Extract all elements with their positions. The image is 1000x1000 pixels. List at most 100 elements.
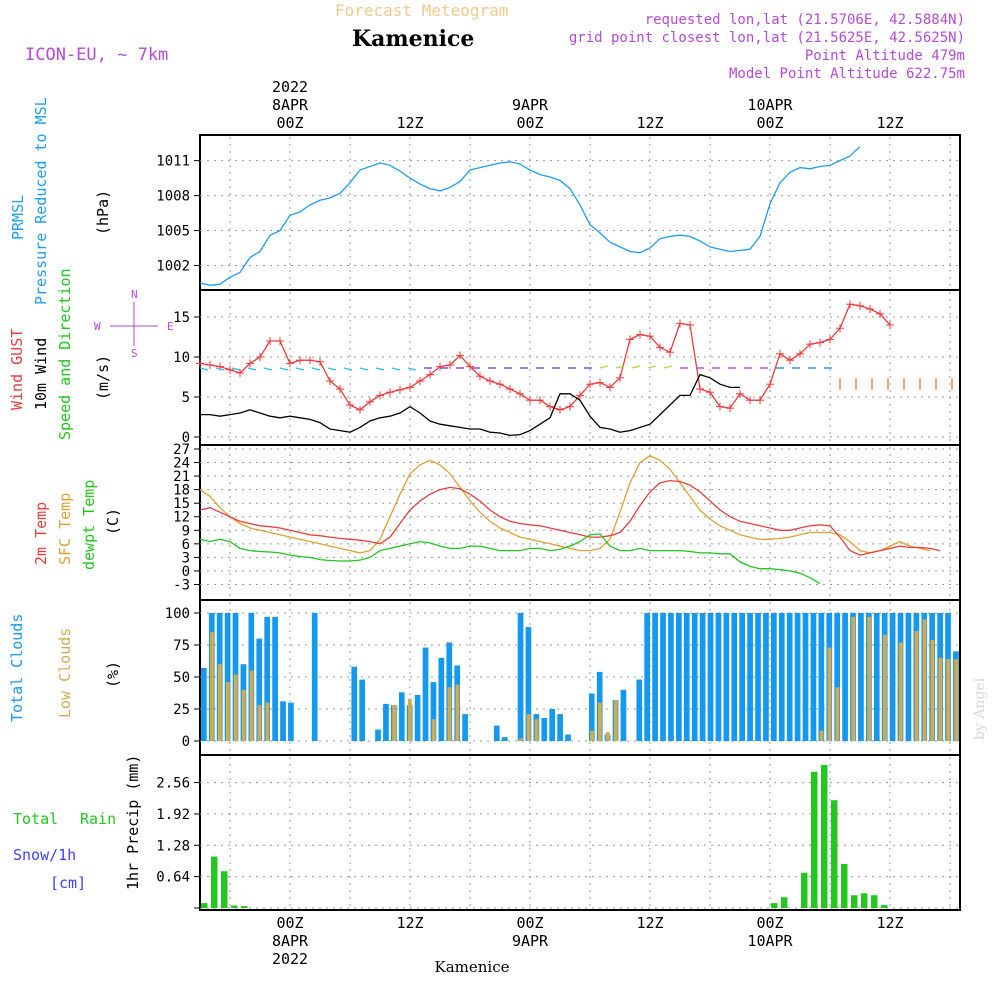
y-tick-label-clouds: 50 — [173, 670, 190, 686]
precip-bar — [801, 872, 808, 908]
gust-marker — [666, 348, 674, 357]
low-cloud-bar — [883, 634, 887, 741]
gust-marker — [856, 301, 864, 310]
low-cloud-bar — [225, 682, 230, 741]
y-tick-label-temperature: 15 — [173, 496, 190, 512]
low-cloud-bar — [819, 730, 824, 741]
gust-marker — [346, 401, 354, 409]
precip-bar — [241, 906, 248, 908]
gust-marker — [826, 335, 834, 344]
gust-marker — [756, 396, 764, 405]
gust-marker — [546, 402, 554, 411]
total-cloud-bar — [438, 657, 445, 741]
time-axis-label: 12Z — [396, 114, 423, 132]
tsfc-label: SFC Temp — [56, 493, 74, 565]
low-cloud-bar — [954, 659, 959, 741]
gust-marker — [316, 357, 324, 366]
low-cloud-bar — [408, 698, 412, 741]
low-cloud-bar — [605, 732, 610, 741]
low-cloud-bar — [851, 616, 856, 741]
dewpt-label: dewpt Temp — [80, 480, 98, 570]
gust-marker — [446, 361, 454, 369]
total-cloud-bar — [557, 714, 563, 741]
total-cloud-bar — [375, 729, 381, 741]
y-tick-label-pressure: 1005 — [156, 224, 190, 240]
time-axis-label: 8APR — [272, 96, 309, 114]
total-cloud-bar — [422, 647, 429, 741]
pressure-unit: (hPa) — [94, 190, 112, 235]
gust-marker — [696, 385, 704, 393]
low-cloud-bar — [455, 684, 460, 741]
total-cloud-bar — [280, 701, 286, 741]
precip-bar — [841, 863, 848, 908]
y-tick-label-temperature: 9 — [182, 523, 190, 539]
total-cloud-bar — [272, 616, 278, 741]
y-tick-label-temperature: 0 — [182, 564, 190, 580]
snow-unit-label: [cm] — [50, 874, 86, 892]
low-cloud-bar — [526, 714, 531, 741]
gust-marker — [506, 385, 514, 393]
total-cloud-bar — [747, 613, 753, 741]
gust-marker — [386, 388, 394, 397]
gust-marker — [726, 404, 734, 413]
precip-panel — [199, 754, 961, 911]
low-cloud-bar — [867, 616, 871, 741]
wind-speed-dir-label: Speed and Direction — [56, 268, 74, 440]
total-cloud-bar — [794, 613, 801, 741]
precip-bar — [771, 903, 778, 908]
gust-marker — [596, 378, 604, 387]
temp-unit: (C) — [104, 508, 122, 535]
total-cloud-bar — [755, 613, 761, 741]
y-tick-label-pressure: 1002 — [156, 259, 190, 275]
y-tick-label-temperature: 27 — [173, 442, 190, 458]
time-axis-label: 12Z — [876, 114, 903, 132]
gust-marker — [576, 391, 584, 400]
gust-marker — [626, 335, 634, 344]
gust-marker — [686, 321, 694, 329]
low-cloud-bar — [518, 738, 523, 741]
gust-marker — [606, 383, 614, 392]
total-cloud-bar — [778, 613, 785, 741]
total-cloud-bar — [889, 613, 896, 741]
low-cloud-bar — [922, 619, 927, 741]
compass-north: N — [131, 288, 138, 301]
time-axis-label: 00Z — [756, 914, 783, 932]
wind-direction-arrow — [327, 367, 337, 371]
gust-marker — [766, 380, 774, 389]
time-axis-label: 00Z — [276, 114, 303, 132]
point-altitude: Point Altitude 479m — [805, 48, 965, 64]
low-cloud-bar — [827, 647, 832, 741]
time-axis-label: 8APR — [272, 932, 309, 950]
gust-marker — [376, 391, 384, 400]
total-cloud-bar — [201, 668, 207, 741]
total-cloud-bar — [739, 613, 746, 741]
low-cloud-bar — [534, 719, 539, 741]
y-tick-label-precip: 1.28 — [156, 838, 190, 854]
total-cloud-bar — [699, 613, 706, 741]
total-cloud-bar — [288, 702, 294, 741]
gust-marker — [886, 321, 894, 329]
gust-marker — [746, 396, 754, 405]
time-axis-label: 2022 — [272, 78, 308, 96]
precip-unit: 1hr Precip (mm) — [124, 755, 142, 890]
pressure-label-a: PRMSL — [9, 195, 27, 240]
wind-direction-arrow — [295, 367, 305, 371]
gust-marker — [636, 330, 644, 339]
gust-marker — [226, 365, 234, 374]
gust-marker — [306, 356, 314, 365]
wind-direction-arrow — [647, 365, 657, 369]
gust-marker — [396, 385, 404, 394]
y-tick-label-temperature: 21 — [173, 469, 190, 485]
gust-marker — [416, 377, 424, 385]
total-cloud-bar — [351, 666, 358, 741]
temperature-panel — [199, 444, 961, 601]
time-axis-label: 00Z — [276, 914, 303, 932]
time-axis-label: 12Z — [636, 914, 663, 932]
wind-direction-arrow — [343, 367, 353, 371]
low-clouds-label: Low Clouds — [56, 628, 74, 718]
total-cloud-bar — [311, 613, 318, 741]
gust-marker — [236, 369, 244, 377]
gust-marker — [796, 349, 804, 358]
pressure-label-b: Pressure Reduced to MSL — [32, 97, 50, 305]
gust-marker — [366, 397, 374, 406]
